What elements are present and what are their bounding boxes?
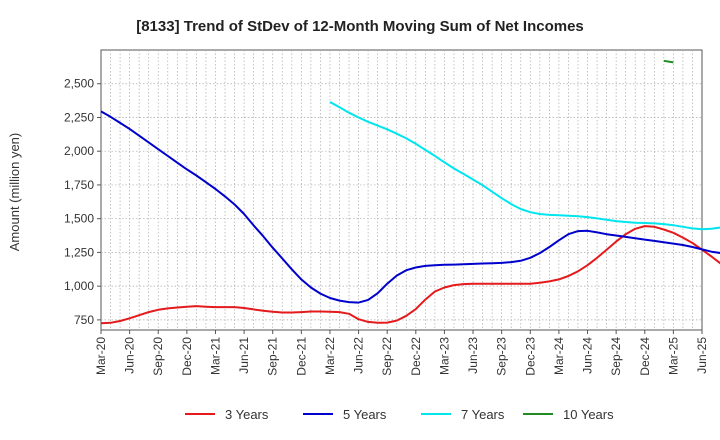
- x-tick-label: Mar-22: [323, 337, 337, 375]
- x-tick-label: Dec-21: [294, 337, 308, 376]
- x-tick-label: Mar-21: [208, 337, 222, 375]
- x-tick-label: Sep-20: [151, 337, 165, 376]
- x-tick-label: Jun-20: [123, 337, 137, 374]
- grid-lines: [101, 50, 702, 330]
- legend-label: 3 Years: [225, 407, 269, 422]
- x-tick-label: Dec-24: [638, 337, 652, 376]
- x-tick-label: Jun-22: [352, 337, 366, 374]
- legend: 3 Years 5 Years 7 Years 10 Years: [185, 407, 614, 422]
- legend-label: 10 Years: [563, 407, 614, 422]
- y-tick-label: 1,500: [64, 212, 94, 226]
- y-tick-label: 2,000: [64, 144, 94, 158]
- plot-frame: [100, 49, 703, 331]
- x-tick-label: Jun-24: [581, 337, 595, 374]
- y-axis-ticks: 750 1,000 1,250 1,500 1,750 2,000 2,250 2,500: [64, 77, 101, 327]
- y-tick-label: 2,500: [64, 77, 94, 91]
- y-tick-label: 1,000: [64, 279, 94, 293]
- y-tick-label: 2,250: [64, 110, 94, 124]
- x-tick-label: Dec-20: [180, 337, 194, 376]
- y-tick-label: 1,250: [64, 245, 94, 259]
- plot-area: [100, 49, 703, 331]
- legend-label: 7 Years: [461, 407, 505, 422]
- x-tick-label: Jun-21: [237, 337, 251, 374]
- x-tick-label: Mar-25: [666, 337, 680, 375]
- x-axis-ticks: Mar-20 Jun-20 Sep-20 Dec-20 Mar-21 Jun-21 Sep-…: [94, 330, 709, 376]
- x-tick-label: Sep-24: [609, 337, 623, 376]
- x-tick-label: Dec-23: [523, 337, 537, 376]
- x-tick-label: Mar-20: [94, 337, 108, 375]
- x-tick-label: Sep-23: [495, 337, 509, 376]
- x-tick-label: Sep-21: [266, 337, 280, 376]
- y-axis-label: Amount (million yen): [7, 133, 22, 252]
- series-line-5-years: [100, 110, 720, 304]
- series-line-3-years: [100, 225, 720, 325]
- x-tick-label: Jun-23: [466, 337, 480, 374]
- x-tick-label: Jun-25: [695, 337, 709, 374]
- legend-label: 5 Years: [343, 407, 387, 422]
- chart-title: [8133] Trend of StDev of 12-Month Moving…: [136, 18, 584, 35]
- x-tick-label: Sep-22: [380, 337, 394, 376]
- x-tick-label: Mar-23: [437, 337, 451, 375]
- y-tick-label: 750: [74, 313, 94, 327]
- series-line-10-years: [663, 59, 674, 64]
- x-tick-label: Mar-24: [552, 337, 566, 375]
- y-tick-label: 1,750: [64, 178, 94, 192]
- x-tick-label: Dec-22: [409, 337, 423, 376]
- series-line-7-years: [329, 101, 720, 231]
- series-lines: [100, 59, 720, 325]
